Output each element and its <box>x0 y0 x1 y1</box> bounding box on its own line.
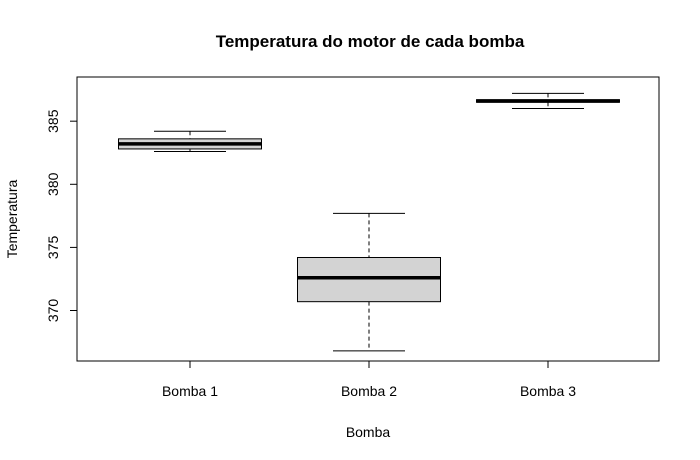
iqr-box <box>297 256 441 303</box>
x-tick-label: Bomba 3 <box>520 383 576 399</box>
boxes-group <box>118 92 620 352</box>
box-1 <box>118 130 262 152</box>
plot-frame <box>76 76 660 362</box>
box-3 <box>476 92 620 110</box>
x-axis: Bomba 1 Bomba 2 Bomba 3 <box>162 360 576 399</box>
y-axis-label: Temperatura <box>4 179 20 258</box>
box-2 <box>297 212 441 352</box>
x-axis-label: Bomba <box>346 424 391 440</box>
y-axis: 370 375 380 385 <box>45 109 78 323</box>
x-tick-label: Bomba 2 <box>341 383 397 399</box>
x-tick-label: Bomba 1 <box>162 383 218 399</box>
chart-title: Temperatura do motor de cada bomba <box>216 32 525 51</box>
y-tick-label: 385 <box>45 109 61 133</box>
y-tick-label: 380 <box>45 172 61 196</box>
y-tick-label: 370 <box>45 299 61 323</box>
y-tick-label: 375 <box>45 236 61 260</box>
